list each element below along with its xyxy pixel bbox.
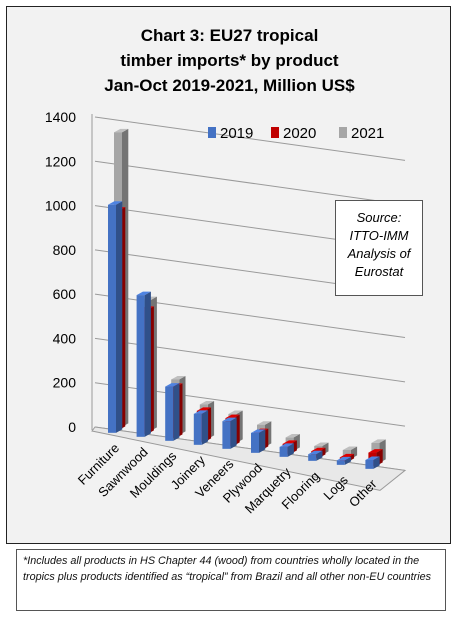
legend-label-2021: 2021: [351, 125, 384, 142]
bar-flooring-2019: [308, 454, 317, 461]
bar-other-2019: [365, 459, 374, 469]
bar-side-other-2019: [373, 456, 380, 469]
bar-side-sawnwood-2019: [144, 291, 151, 437]
bar-side-marquetry-2019: [287, 443, 294, 457]
legend-label-2020: 2020: [283, 125, 316, 142]
y-tick-label: 800: [53, 242, 77, 258]
bar-top-marquetry-2021: [285, 434, 300, 438]
y-tick-label: 200: [53, 375, 77, 391]
y-tick-label: 1000: [45, 198, 76, 214]
bar-top-sawnwood-2019: [136, 291, 151, 296]
bar-mouldings-2019: [165, 386, 174, 441]
gridline: [94, 160, 406, 206]
y-tick-label: 1200: [45, 153, 76, 169]
bar-side-logs-2019: [344, 456, 352, 465]
bar-top-flooring-2021: [314, 442, 329, 446]
bar-top-flooring-2020: [311, 447, 326, 452]
source-line-2: ITTO-IMM: [349, 228, 409, 243]
bar-top-joinery-2021: [199, 401, 215, 405]
bar-top-furniture-2019: [108, 201, 123, 205]
bar-top-veneers-2020: [225, 414, 240, 419]
source-line-1: Source:: [356, 210, 402, 225]
bar-top-veneers-2019: [222, 417, 237, 422]
source-line-3: Analysis of: [347, 246, 411, 261]
bar-joinery-2019: [193, 413, 202, 445]
bar-top-other-2019: [365, 456, 380, 460]
bar-plywood-2019: [251, 432, 259, 453]
bar-top-mouldings-2021: [171, 375, 186, 380]
bar-top-furniture-2021: [114, 128, 129, 133]
legend-swatch-2021: [339, 127, 347, 138]
bar-logs-2019: [336, 460, 345, 465]
bar-top-joinery-2020: [196, 407, 212, 411]
y-tick-label: 400: [53, 330, 77, 346]
chart-title-line-3: Jan-Oct 2019-2021, Million US$: [104, 76, 355, 95]
bar-top-logs-2020: [339, 453, 355, 458]
chart-title: Chart 3: EU27 tropical timber imports* b…: [7, 23, 452, 98]
chart-title-line-1: Chart 3: EU27 tropical: [140, 26, 319, 45]
source-line-4: Eurostat: [354, 264, 404, 279]
bar-veneers-2019: [222, 421, 231, 449]
bar-top-joinery-2019: [193, 410, 209, 414]
bar-side-furniture-2019: [116, 201, 123, 433]
bar-top-logs-2019: [336, 456, 352, 461]
bar-top-marquetry-2019: [279, 443, 294, 447]
bar-sawnwood-2019: [136, 295, 145, 437]
bar-top-plywood-2021: [257, 421, 272, 425]
bar-marquetry-2019: [279, 446, 288, 457]
bar-top-logs-2021: [342, 446, 358, 450]
legend-label-2019: 2019: [220, 125, 253, 142]
bar-side-mouldings-2019: [173, 383, 180, 441]
bar-furniture-2019: [108, 204, 116, 433]
source-box: Source: ITTO-IMM Analysis of Eurostat: [335, 200, 423, 296]
y-tick-label: 1400: [45, 109, 76, 125]
chart-title-line-2: timber imports* by product: [120, 51, 339, 70]
bar-side-joinery-2019: [201, 410, 209, 445]
bar-top-veneers-2021: [228, 410, 243, 415]
bar-top-other-2021: [371, 439, 386, 443]
legend-swatch-2019: [208, 127, 216, 138]
legend-swatch-2020: [271, 127, 279, 138]
bar-side-plywood-2019: [259, 429, 266, 453]
bar-side-veneers-2019: [230, 417, 237, 449]
y-tick-label: 0: [68, 419, 76, 435]
bar-top-flooring-2019: [308, 450, 323, 455]
bar-top-marquetry-2020: [282, 440, 297, 444]
bar-top-other-2020: [368, 449, 383, 453]
bar-top-mouldings-2019: [165, 383, 180, 387]
y-tick-label: 600: [53, 286, 77, 302]
gridline: [94, 116, 406, 161]
footnote: *Includes all products in HS Chapter 44 …: [16, 549, 446, 611]
bar-top-plywood-2019: [251, 429, 266, 433]
bar-side-flooring-2019: [316, 450, 323, 461]
floor: [91, 426, 407, 491]
